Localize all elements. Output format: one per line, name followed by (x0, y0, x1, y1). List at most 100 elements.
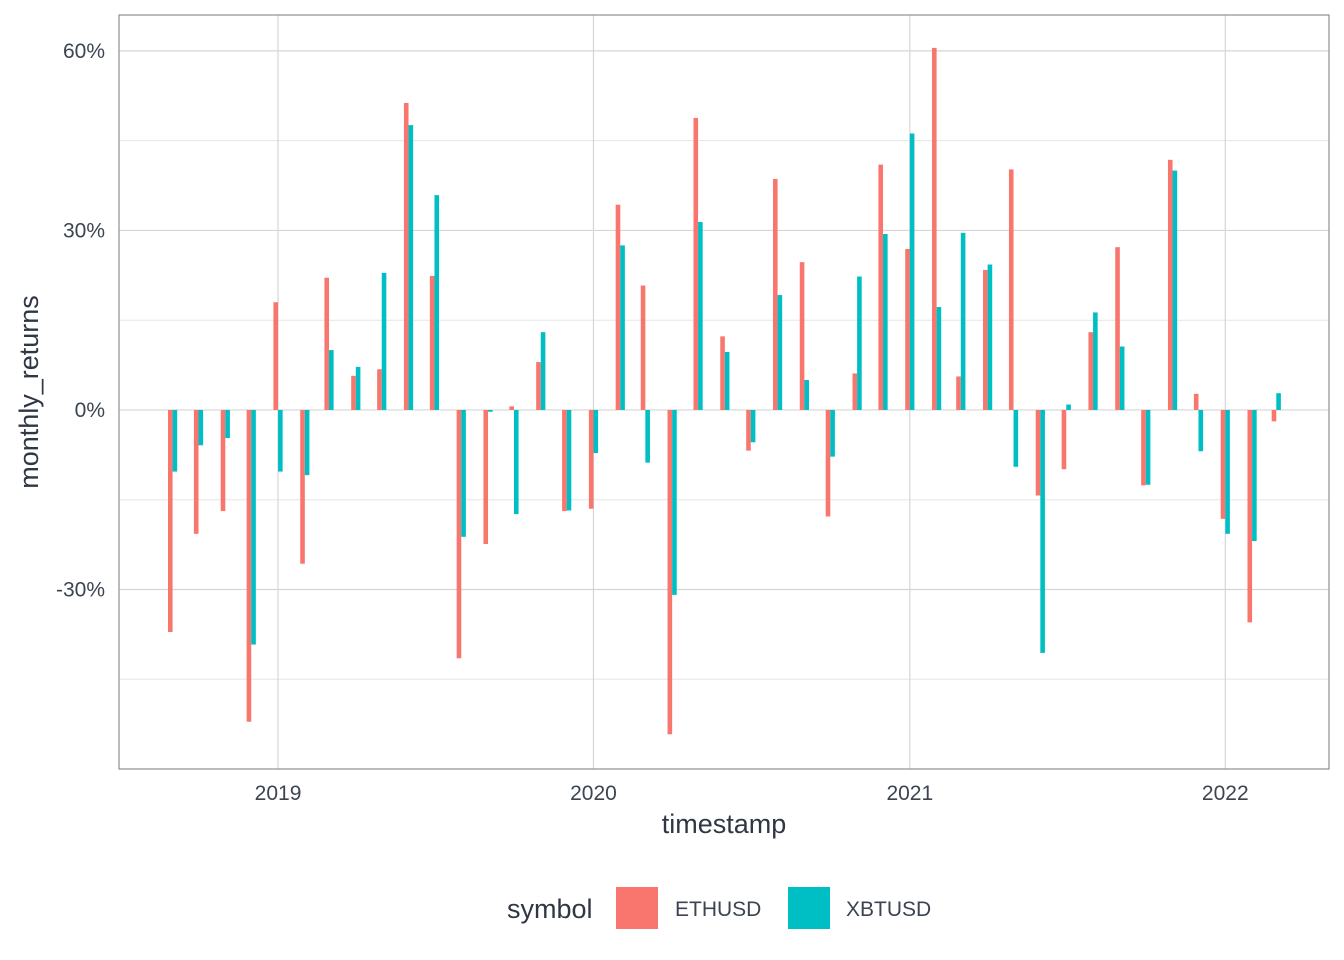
bar-ethusd (852, 373, 858, 410)
bar-xbtusd (593, 409, 599, 454)
legend-key-ethusd (616, 887, 658, 929)
bar-xbtusd (1119, 346, 1125, 410)
bar-ethusd (693, 117, 699, 410)
legend-title: symbol (507, 894, 593, 924)
bar-xbtusd (777, 295, 783, 410)
y-tick-label: 60% (63, 40, 105, 63)
bar-xbtusd (909, 133, 915, 410)
legend-label-ethusd: ETHUSD (675, 898, 761, 921)
bar-ethusd (1271, 409, 1277, 422)
bar-ethusd (562, 409, 567, 512)
bar-xbtusd (750, 409, 756, 443)
bar-ethusd (1008, 169, 1014, 410)
bar-xbtusd (936, 307, 942, 410)
bar-ethusd (403, 102, 409, 410)
bar-xbtusd (1252, 409, 1257, 541)
bar-xbtusd (830, 409, 835, 457)
bar-ethusd (483, 409, 489, 544)
bar-xbtusd (672, 409, 677, 595)
bar-ethusd (377, 369, 382, 410)
bar-ethusd (1167, 159, 1173, 410)
bar-ethusd (167, 409, 173, 632)
bar-ethusd (1193, 393, 1199, 410)
bar-ethusd (799, 262, 805, 410)
x-axis-title: timestamp (662, 809, 787, 839)
bar-xbtusd (1276, 393, 1281, 410)
bar-ethusd (324, 277, 330, 410)
bar-xbtusd (355, 366, 361, 410)
bar-ethusd (720, 336, 725, 410)
bar-xbtusd (645, 409, 650, 463)
bar-xbtusd (251, 409, 256, 645)
bar-ethusd (932, 47, 937, 410)
bar-ethusd (273, 302, 279, 410)
bar-xbtusd (724, 351, 730, 410)
bar-ethusd (509, 406, 514, 410)
bar-ethusd (1088, 332, 1094, 410)
bar-xbtusd (434, 195, 440, 410)
bar-ethusd (1035, 409, 1041, 496)
x-tick-label: 2020 (570, 782, 617, 805)
bar-xbtusd (857, 276, 862, 410)
bar-xbtusd (804, 380, 809, 410)
legend-key-xbtusd (788, 887, 830, 929)
bar-ethusd (667, 409, 673, 735)
bar-ethusd (1061, 409, 1067, 470)
bar-xbtusd (1040, 409, 1045, 653)
bar-ethusd (588, 409, 594, 509)
bar-ethusd (429, 275, 435, 410)
bar-xbtusd (172, 409, 178, 472)
bar-xbtusd (1145, 409, 1151, 485)
bar-xbtusd (408, 125, 414, 410)
bars (167, 47, 1281, 735)
bar-ethusd (1220, 409, 1226, 519)
bar-xbtusd (698, 222, 703, 410)
legend: symbol ETHUSD XBTUSD (507, 887, 931, 929)
bar-ethusd (1141, 409, 1146, 486)
y-tick-label: 30% (63, 219, 105, 242)
bar-xbtusd (883, 234, 888, 410)
x-tick-label: 2021 (886, 782, 933, 805)
y-tick-labels: -30% 0% 30% 60% (56, 40, 105, 602)
bar-xbtusd (278, 409, 283, 472)
bar-xbtusd (381, 272, 387, 410)
bar-xbtusd (1225, 409, 1230, 534)
bar-xbtusd (1198, 409, 1204, 452)
x-tick-labels: 2019 2020 2021 2022 (255, 782, 1249, 805)
bar-xbtusd (513, 409, 519, 515)
plot-panel-border (118, 14, 1330, 770)
bar-ethusd (1247, 409, 1253, 623)
bar-ethusd (351, 375, 356, 410)
x-tick-label: 2022 (1202, 782, 1249, 805)
bar-ethusd (772, 178, 778, 410)
x-tick-label: 2019 (255, 782, 302, 805)
bar-xbtusd (1066, 404, 1071, 410)
bar-ethusd (956, 376, 961, 410)
bar-ethusd (615, 204, 621, 410)
bar-xbtusd (540, 332, 546, 410)
bar-xbtusd (304, 409, 310, 476)
bar-ethusd (246, 409, 252, 722)
bar-xbtusd (1013, 409, 1019, 467)
bar-ethusd (1115, 247, 1120, 410)
bar-ethusd (456, 409, 462, 659)
bar-xbtusd (1093, 312, 1098, 410)
bar-ethusd (905, 248, 910, 410)
y-tick-label: -30% (56, 578, 105, 601)
legend-label-xbtusd: XBTUSD (846, 898, 931, 921)
bar-ethusd (825, 409, 831, 517)
bar-xbtusd (225, 409, 230, 439)
bar-xbtusd (488, 409, 493, 412)
bar-xbtusd (461, 409, 466, 537)
bar-xbtusd (566, 409, 572, 511)
bar-ethusd (300, 409, 305, 564)
bar-xbtusd (960, 232, 966, 410)
bar-ethusd (746, 409, 751, 451)
bar-xbtusd (1172, 170, 1178, 410)
bar-ethusd (536, 362, 541, 410)
bar-xbtusd (620, 245, 625, 410)
bar-ethusd (640, 285, 646, 410)
bar-ethusd (983, 269, 988, 410)
bar-ethusd (878, 164, 884, 410)
